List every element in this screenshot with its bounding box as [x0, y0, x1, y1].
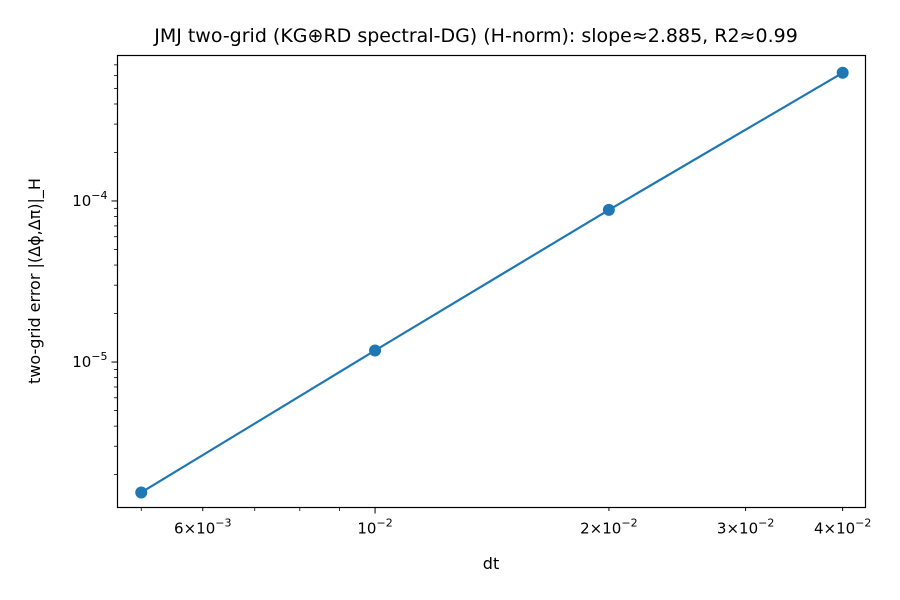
- data-point: [836, 66, 849, 79]
- chart-title: JMJ two-grid (KG⊕RD spectral-DG) (H-norm…: [153, 25, 798, 47]
- data-point: [135, 486, 148, 499]
- x-tick-label: 3×10−2: [717, 517, 774, 538]
- plot-area: [116, 54, 867, 509]
- y-tick-label: 10−5: [72, 350, 107, 371]
- x-tick-label: 10−2: [357, 517, 392, 538]
- x-tick-label: 4×10−2: [814, 517, 871, 538]
- x-tick-label: 2×10−2: [580, 517, 637, 538]
- y-tick-label: 10−4: [72, 189, 107, 210]
- series-layer: [135, 66, 849, 499]
- data-point: [602, 203, 615, 216]
- x-axis-label: dt: [483, 554, 499, 573]
- series-line: [140, 71, 844, 494]
- y-axis-label: two-grid error |(Δϕ,Δπ)|_H: [25, 178, 45, 384]
- x-tick-label: 6×10−3: [174, 517, 231, 538]
- axis-ticks: 6×10−3 10−2 2×10−2 3×10−2 4×10−2 10−5 10−4: [72, 64, 871, 538]
- data-point: [369, 344, 382, 357]
